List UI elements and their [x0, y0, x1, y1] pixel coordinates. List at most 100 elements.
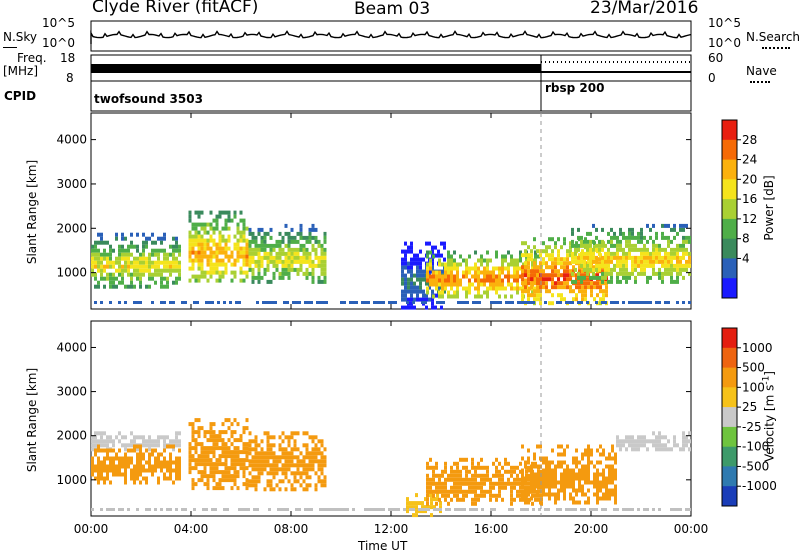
velocity-data-cell [251, 483, 255, 488]
velocity-data-cell [293, 455, 297, 460]
power-data-cell [218, 270, 222, 275]
power-data-cell [637, 259, 640, 264]
power-data-cell [251, 271, 255, 276]
velocity-data-cell [260, 467, 264, 472]
power-data-cell [595, 247, 598, 252]
power-data-cell [296, 259, 300, 264]
power-data-cell [556, 301, 559, 304]
power-data-cell [188, 266, 192, 271]
power-data-cell [563, 277, 566, 282]
velocity-data-cell [532, 508, 535, 511]
power-data-cell [197, 234, 201, 239]
power-data-cell [438, 274, 441, 279]
velocity-data-cell [100, 472, 103, 477]
velocity-data-cell [421, 505, 424, 510]
power-data-cell [413, 253, 416, 258]
power-data-cell [456, 282, 459, 287]
velocity-data-cell [608, 464, 611, 469]
velocity-data-cell [581, 456, 584, 461]
velocity-data-cell [516, 493, 519, 498]
velocity-data-cell [224, 458, 228, 463]
power-data-cell [323, 263, 327, 268]
velocity-data-cell [121, 472, 124, 477]
power-data-cell [520, 301, 523, 304]
power-data-cell [453, 262, 456, 267]
power-data-cell [595, 267, 598, 272]
power-data-cell [197, 254, 201, 259]
velocity-data-cell [211, 508, 214, 511]
velocity-data-cell [415, 505, 418, 510]
velocity-data-cell [566, 464, 569, 469]
power-data-cell [548, 245, 551, 250]
velocity-data-cell [209, 458, 213, 463]
velocity-data-cell [269, 487, 273, 492]
power-data-cell [498, 286, 501, 291]
freq-label: Freq. [17, 51, 47, 65]
power-data-cell [545, 289, 548, 294]
velocity-data-cell [545, 468, 548, 473]
velocity-data-cell [194, 446, 198, 451]
velocity-data-cell [254, 463, 258, 468]
power-data-cell [308, 239, 312, 244]
velocity-data-cell [537, 497, 540, 502]
velocity-data-cell [133, 476, 136, 481]
velocity-data-cell [163, 448, 166, 453]
power-data-cell [287, 235, 291, 240]
velocity-data-cell [581, 452, 584, 457]
velocity-data-cell [328, 508, 331, 511]
power-data-cell [580, 301, 583, 304]
power-data-cell [206, 258, 210, 263]
power-data-cell [519, 254, 522, 259]
power-data-cell [163, 301, 166, 304]
power-data-cell [233, 234, 237, 239]
power-data-cell [221, 210, 225, 215]
velocity-data-cell [572, 496, 575, 501]
velocity-data-cell [236, 458, 240, 463]
power-data-cell [634, 243, 637, 248]
power-data-cell [160, 240, 163, 245]
power-data-cell [498, 282, 501, 287]
power-data-cell [655, 271, 658, 276]
velocity-data-cell [91, 456, 94, 461]
power-data-cell [619, 227, 622, 232]
power-data-cell [607, 239, 610, 244]
power-data-cell [115, 268, 118, 273]
power-data-cell [521, 241, 524, 246]
velocity-data-cell [667, 447, 670, 452]
velocity-data-cell [430, 497, 433, 502]
power-data-cell [574, 243, 577, 248]
velocity-data-cell [154, 456, 157, 461]
velocity-data-cell [584, 452, 587, 457]
power-data-cell [293, 247, 297, 252]
velocity-data-cell [160, 460, 163, 465]
power-data-cell [673, 247, 676, 252]
power-data-cell [462, 274, 465, 279]
velocity-data-cell [539, 500, 542, 505]
power-data-cell [495, 286, 498, 291]
power-data-cell [566, 285, 569, 290]
power-data-cell [308, 259, 312, 264]
velocity-data-cell [221, 474, 225, 479]
velocity-data-cell [206, 458, 210, 463]
power-data-cell [260, 263, 264, 268]
power-data-cell [571, 271, 574, 276]
velocity-data-cell [611, 448, 614, 453]
velocity-colorbar-tick-label: -100 [742, 440, 769, 454]
power-data-cell [212, 218, 216, 223]
power-data-cell [100, 301, 103, 304]
velocity-data-cell [521, 492, 524, 497]
power-data-cell [109, 256, 112, 261]
power-data-cell [260, 243, 264, 248]
velocity-data-cell [112, 472, 115, 477]
velocity-data-cell [444, 493, 447, 498]
velocity-data-cell [236, 462, 240, 467]
velocity-data-cell [254, 483, 258, 488]
power-data-cell [655, 259, 658, 264]
power-data-cell [269, 227, 273, 232]
velocity-data-cell [94, 439, 97, 444]
power-data-cell [245, 242, 249, 247]
power-data-cell [569, 289, 572, 294]
velocity-data-cell [444, 485, 447, 490]
power-data-cell [437, 285, 440, 290]
velocity-data-cell [268, 508, 271, 511]
